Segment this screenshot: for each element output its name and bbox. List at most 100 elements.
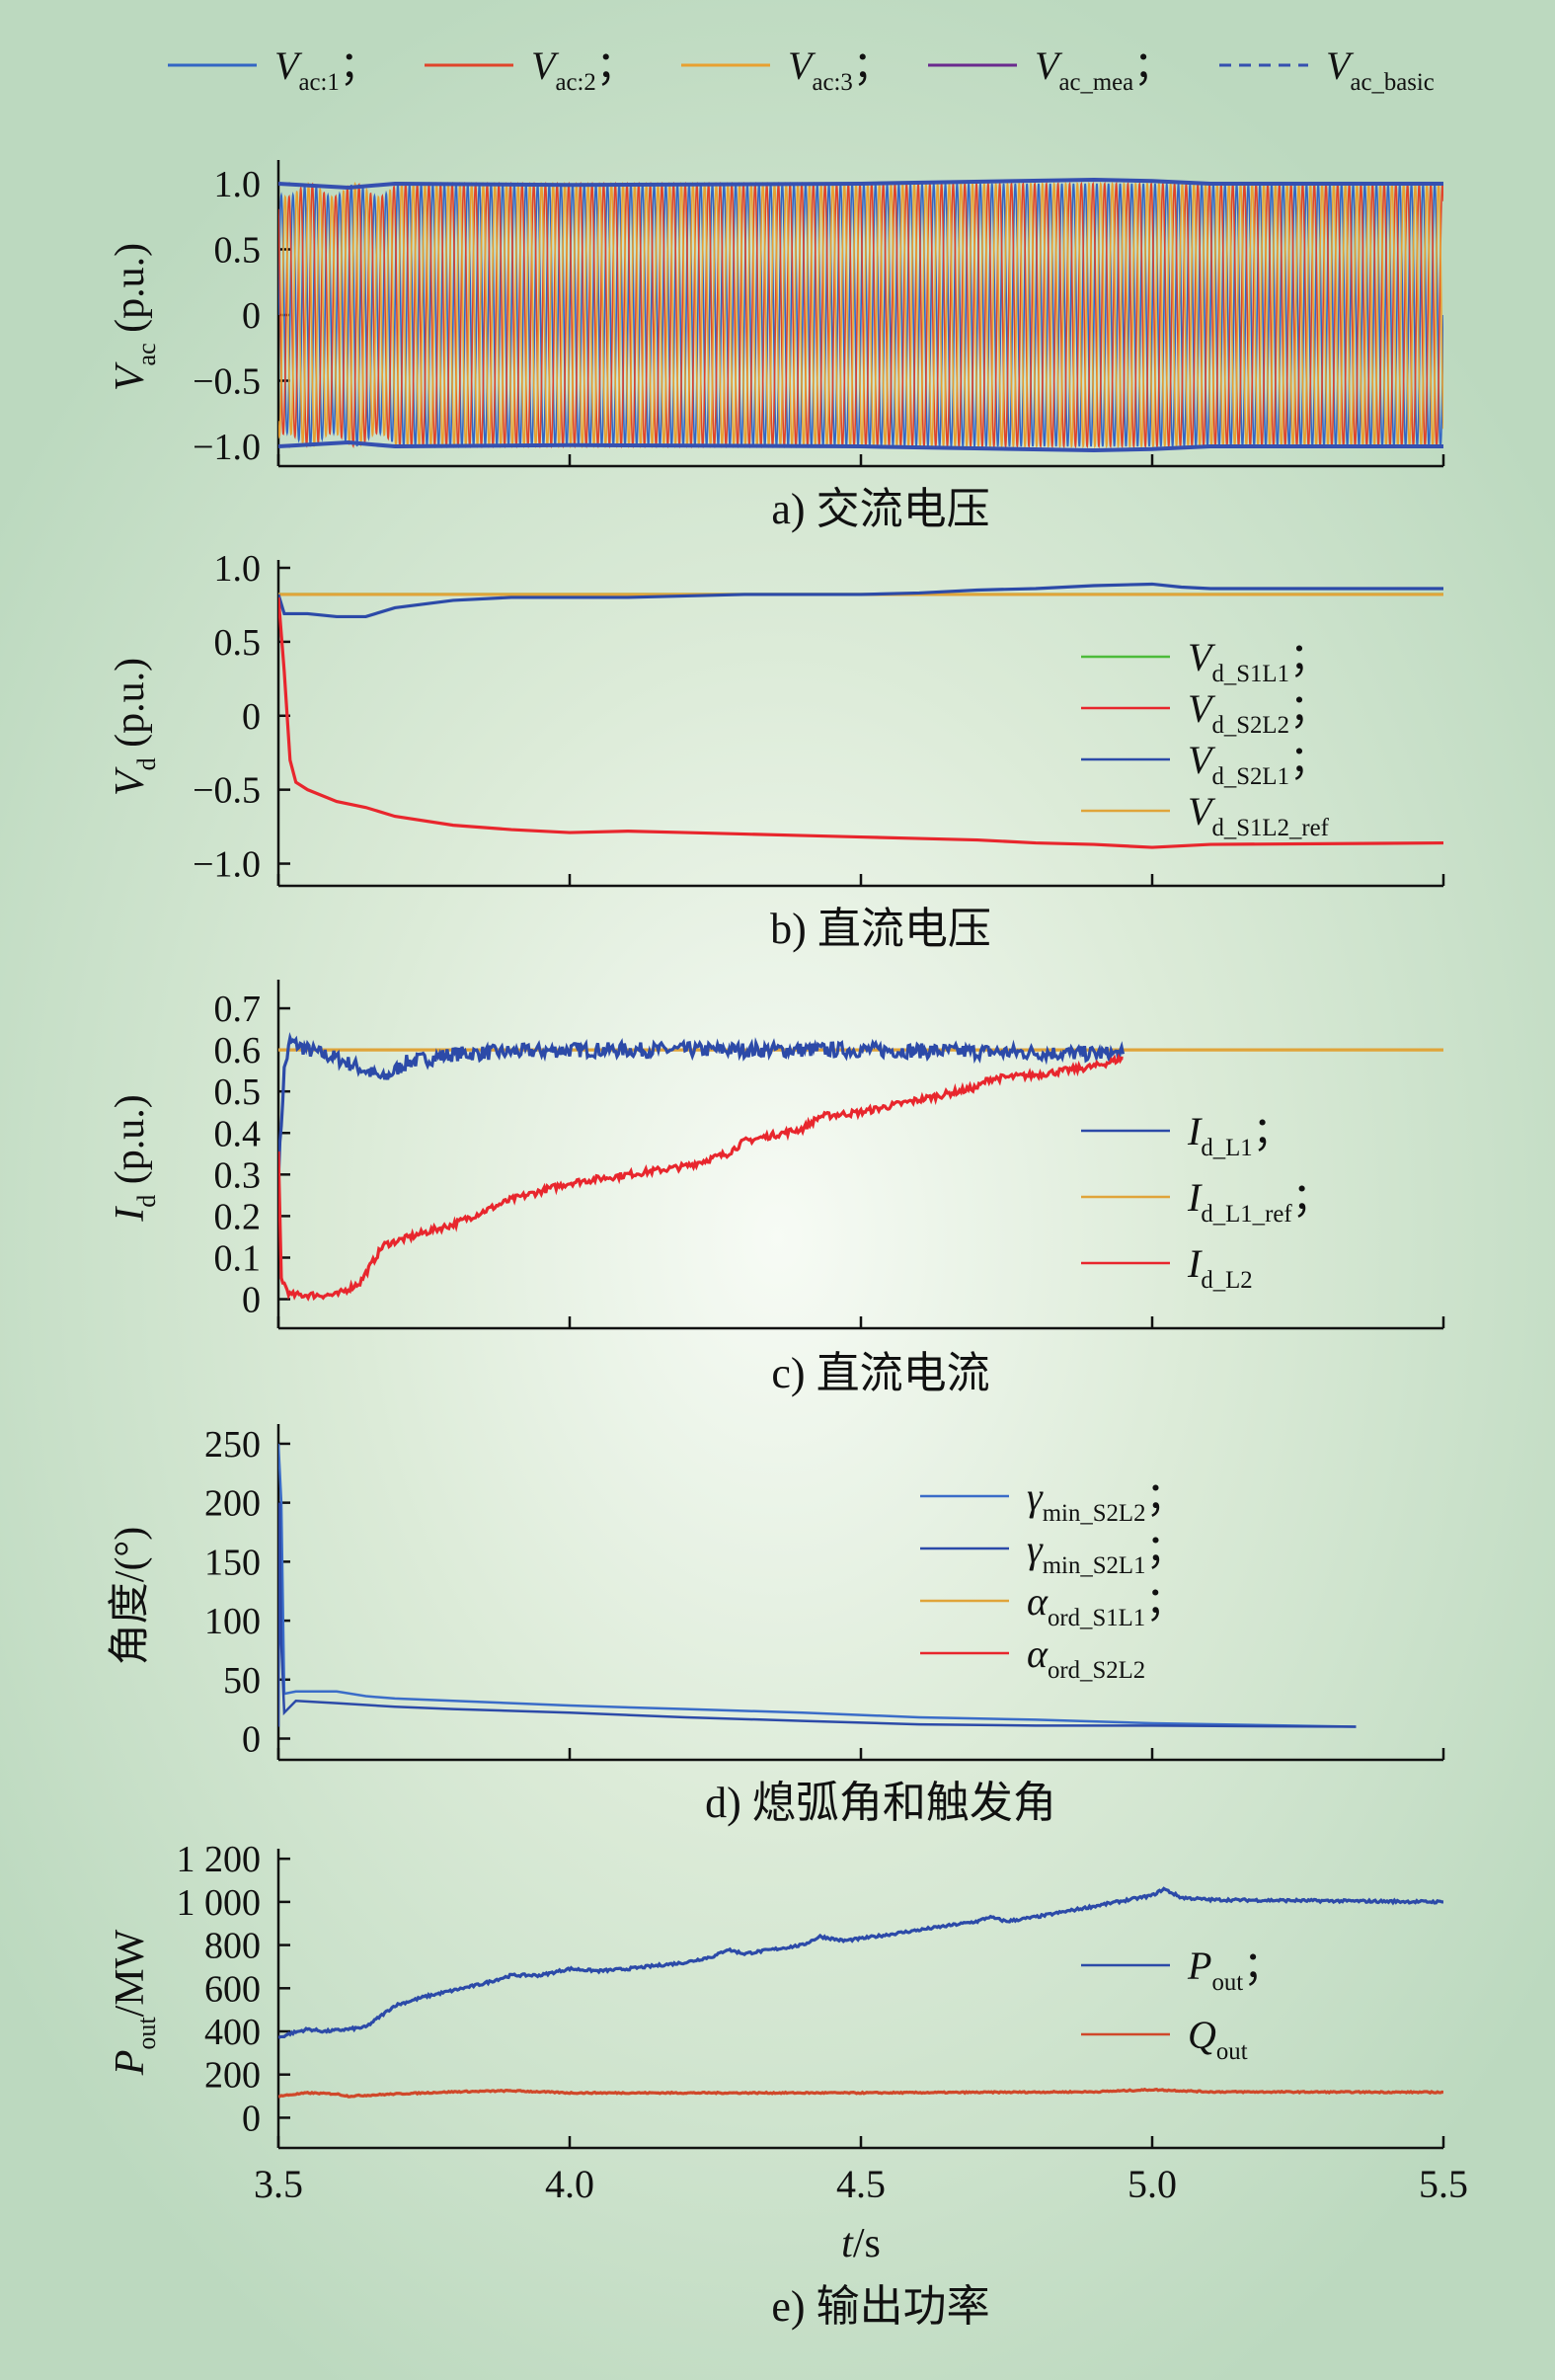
legend-label: αord_S2L2 [1027,1631,1145,1684]
legend-label: αord_S1L1； [1027,1579,1185,1631]
legend-label: Vac_basic [1326,43,1435,96]
legend-item-orange: Vd_S1L2_ref [1081,789,1330,841]
y-tick-label: 0 [242,696,261,738]
legend-label: Vd_S2L2； [1188,686,1329,739]
legend-label: Qout [1188,2013,1248,2065]
panel-d: 250 200 150 100 50 0 角度/(°) γmin_S2L2；γmin_S2L1… [108,1424,1445,1827]
y-tick-label: 400 [204,2012,261,2053]
legend-label: Vac:1； [274,43,379,96]
legend-label: γmin_S2L1； [1027,1527,1185,1579]
y-tick-label: 100 [204,1601,261,1642]
panel-caption: e) 输出功率 [771,2282,989,2331]
panel-b: 1.0 0.5 0 −0.5 −1.0 Vd (p.u.) Vd_S1L1；Vd_S2L2；… [108,548,1445,953]
x-tick-label: 5.0 [1127,2162,1177,2206]
series-vbasic-bottom [278,440,1443,453]
legend-label: Vd_S2L1； [1188,738,1329,790]
y-tick-label: −0.5 [193,770,261,812]
legend-item-qout: Qout [1081,2013,1248,2065]
legend-label: Id_L1； [1187,1109,1292,1161]
series-blue [278,1032,1126,1182]
plot-area [278,1886,1443,2099]
panel-caption: c) 直流电流 [771,1349,989,1397]
x-tick-label: 5.5 [1419,2162,1468,2206]
series-vac3 [278,181,1443,449]
y-tick-label: 0.6 [214,1030,262,1071]
y-tick-label: 800 [204,1926,261,1967]
legend-item-blue: Id_L1； [1081,1109,1292,1161]
plot-area [278,1443,1357,1728]
y-tick-label: 0.4 [214,1113,262,1154]
y-tick-label: 1 200 [177,1839,262,1880]
y-axis-label: Vd (p.u.) [108,658,161,796]
legend-label: Id_L1_ref； [1187,1175,1332,1228]
legend-label: Vd_S1L2_ref [1188,789,1330,841]
panel-caption: a) 交流电压 [771,485,989,533]
legend-item-vmea: Vac_mea； [928,43,1173,96]
legend-item-vbasic: Vac_basic [1219,43,1435,96]
y-tick-label: 150 [204,1542,261,1583]
panel-a: 1.0 0.5 0 −0.5 −1.0 Vac (p.u.) a) 交流电压 [108,160,1445,533]
legend-item-vac2: Vac:2； [425,43,636,96]
series-qout [278,2087,1443,2099]
legend-item-orange: Id_L1_ref； [1081,1175,1332,1228]
y-tick-label: 0.5 [214,229,262,271]
y-tick-label: 0.5 [214,1071,262,1113]
x-axis-label: t/s [841,2221,881,2266]
y-axis-label: 角度/(°) [108,1527,153,1665]
y-tick-label: 50 [223,1660,261,1702]
y-tick-label: 600 [204,1968,261,2010]
panel-caption: b) 直流电压 [770,905,991,953]
legend-item-red: αord_S2L2 [920,1631,1145,1684]
series-vac2 [278,181,1443,449]
legend-label: Vac:3； [788,43,893,96]
y-tick-label: 0.2 [214,1196,262,1237]
x-tick-label: 4.0 [545,2162,594,2206]
legend-label: Vd_S1L1； [1188,635,1329,687]
plot-area [278,1032,1443,1302]
series-vac1 [278,183,1443,447]
legend-item-blue: Vd_S2L1； [1081,738,1329,790]
y-tick-label: 0.1 [214,1237,262,1279]
series-red [278,1053,1124,1302]
legend-item-vac1: Vac:1； [168,43,379,96]
x-tick-label: 4.5 [836,2162,886,2206]
legend-label: Vac:2； [531,43,636,96]
y-tick-label: 0 [242,2098,261,2139]
y-tick-label: 250 [204,1424,261,1466]
y-tick-label: 1 000 [177,1882,262,1924]
legend-label: Vac_mea； [1035,43,1173,96]
legend-label: Pout； [1187,1944,1283,1996]
y-tick-label: 0 [242,1280,261,1321]
y-tick-label: 200 [204,1483,261,1525]
legend-item-orange: αord_S1L1； [920,1579,1185,1631]
y-tick-label: −0.5 [193,361,261,403]
y-axis-label: Pout/MW [108,1929,161,2076]
y-tick-label: 0.5 [214,622,262,664]
y-tick-label: −1.0 [193,427,261,468]
legend-item-red: Id_L2 [1081,1241,1253,1294]
series-blue [278,582,1443,619]
panel-c: 0.70.60.50.40.30.20.10 Id (p.u.) Id_L1； Id_… [108,980,1445,1397]
y-tick-label: −1.0 [193,844,261,886]
legend-item-gamma2: γmin_S2L2； [920,1474,1185,1527]
panels: 1.0 0.5 0 −0.5 −1.0 Vac (p.u.) a) 交流电压 1.0 0.5 0 −… [108,160,1468,2331]
y-tick-label: 0.3 [214,1154,262,1196]
plot-area [278,582,1443,849]
y-tick-label: 1.0 [214,548,262,590]
series-red [278,596,1443,849]
series-gamma2 [278,1443,1357,1728]
legend-label: Id_L2 [1187,1241,1253,1294]
panel-caption: d) 熄弧角和触发角 [705,1779,1056,1827]
y-tick-label: 200 [204,2055,261,2097]
y-tick-label: 1.0 [214,164,262,205]
plot-area [278,177,1443,453]
y-axis-label: Id (p.u.) [108,1094,161,1223]
top-legend: Vac:1； Vac:2； Vac:3； Vac_mea； Vac_basic [168,43,1435,96]
legend-item-gamma1: γmin_S2L1； [920,1527,1185,1579]
x-tick-label: 3.5 [254,2162,303,2206]
y-tick-label: 0 [242,1719,261,1761]
series-vbasic-top [278,177,1443,190]
legend-item-pout: Pout； [1081,1944,1283,1996]
